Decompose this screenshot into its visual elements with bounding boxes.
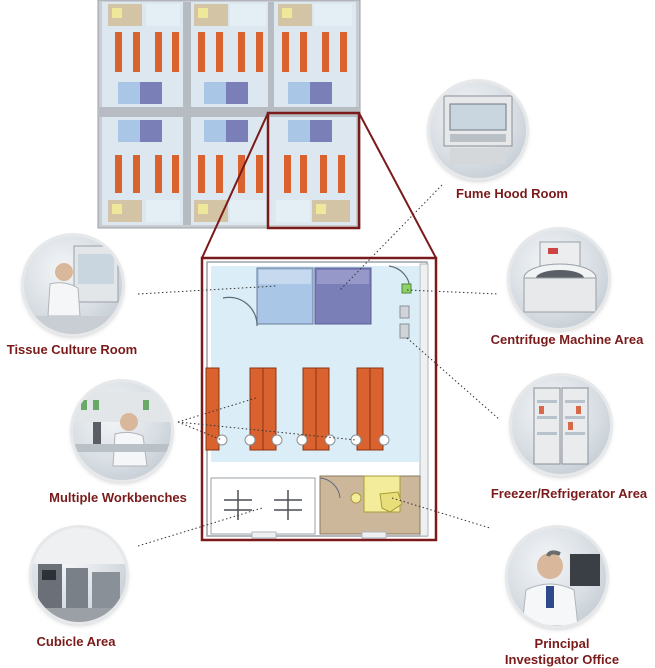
workbenches-label: Multiple Workbenches	[49, 490, 187, 505]
top-row-benches	[115, 32, 347, 72]
top-row-hoods	[118, 82, 332, 104]
workbench-photo	[73, 382, 171, 480]
freezer-label: Freezer/Refrigerator Area	[490, 486, 648, 501]
fume-hood-light	[256, 267, 314, 325]
centrifuge-label: Centrifuge Machine Area	[490, 332, 644, 347]
pi-office-label-line2: Investigator Office	[504, 652, 620, 667]
cubicle-desks	[224, 490, 302, 520]
office-photo	[508, 528, 606, 626]
pi-office-label: Principal Investigator Office	[496, 636, 628, 668]
zoomed-lab-frame	[200, 256, 438, 542]
fume-hood-label: Fume Hood Room	[456, 186, 568, 201]
highlight-box	[266, 111, 361, 230]
zoom-benches	[205, 367, 384, 451]
centrifuge-photo	[510, 230, 608, 328]
pi-office-room	[319, 475, 421, 535]
bottom-row-benches	[115, 155, 345, 193]
tissue-culture-label: Tissue Culture Room	[6, 342, 138, 357]
bottom-row-hoods	[118, 120, 332, 142]
bottom-row-rooms	[108, 200, 350, 222]
pi-office-label-line1: Principal	[534, 636, 590, 651]
cubicle-photo	[32, 528, 126, 622]
tissue-culture-photo	[24, 236, 122, 334]
centrifuge-unit	[401, 283, 412, 294]
freezer-photo	[512, 376, 610, 474]
top-row-rooms	[108, 4, 352, 26]
fume-hood-photo	[430, 82, 526, 178]
cubicle-label: Cubicle Area	[36, 634, 116, 649]
fume-hood-dark	[314, 267, 372, 325]
